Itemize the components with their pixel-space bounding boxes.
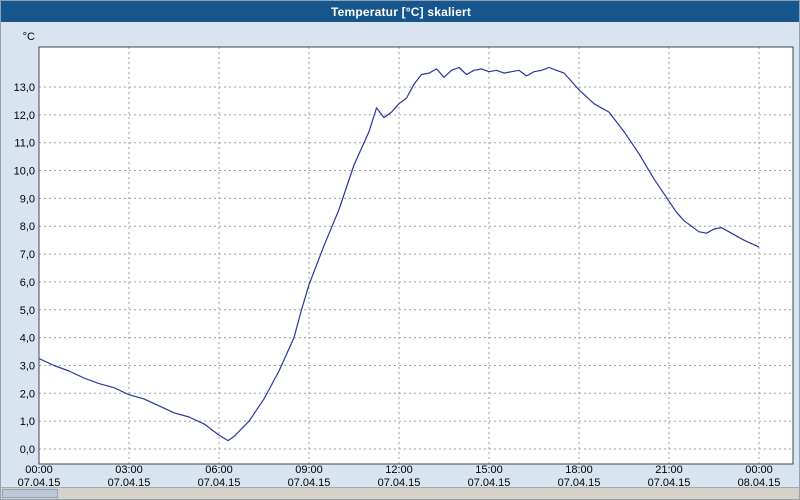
- y-tick-label: 7,0: [20, 249, 35, 261]
- y-tick-label: 12,0: [14, 110, 35, 122]
- x-tick-time-label: 03:00: [115, 464, 143, 476]
- horizontal-scrollbar[interactable]: [1, 487, 799, 499]
- y-axis-unit-label: °C: [23, 31, 35, 43]
- temperature-series-line: [38, 66, 760, 442]
- plot-background: [39, 47, 793, 464]
- x-tick-date-label: 07.04.15: [198, 477, 241, 489]
- x-tick-date-label: 07.04.15: [558, 477, 601, 489]
- y-tick-label: 1,0: [20, 416, 35, 428]
- x-tick-date-label: 07.04.15: [648, 477, 691, 489]
- x-tick-date-label: 07.04.15: [288, 477, 331, 489]
- x-tick-time-label: 00:00: [25, 464, 53, 476]
- y-tick-label: 9,0: [20, 193, 35, 205]
- x-tick-date-label: 08.04.15: [738, 477, 781, 489]
- x-tick-date-label: 07.04.15: [378, 477, 421, 489]
- scrollbar-thumb[interactable]: [2, 489, 58, 498]
- x-tick-time-label: 15:00: [475, 464, 503, 476]
- y-tick-label: 10,0: [14, 166, 35, 178]
- x-tick-time-label: 18:00: [565, 464, 593, 476]
- y-tick-label: 6,0: [20, 277, 35, 289]
- y-tick-label: 3,0: [20, 360, 35, 372]
- temperature-line-chart: °C 0,0 1,0 2,0 3,0 4,0 5,0 6,0 7,0 8,0 9,0 10,0 11,0…: [14, 31, 794, 489]
- x-tick-date-label: 07.04.15: [18, 477, 61, 489]
- x-tick-date-label: 07.04.15: [468, 477, 511, 489]
- chart-area: °C 0,0 1,0 2,0 3,0 4,0 5,0 6,0 7,0 8,0 9,0 10,0 11,0…: [1, 22, 799, 489]
- window-title: Temperatur [°C] skaliert: [330, 4, 472, 19]
- x-tick-time-label: 09:00: [295, 464, 323, 476]
- x-tick-time-label: 00:00: [745, 464, 773, 476]
- plot-border: [38, 46, 794, 465]
- y-tick-label: 5,0: [20, 305, 35, 317]
- y-tick-label: 11,0: [14, 138, 35, 150]
- y-tick-label: 8,0: [20, 221, 35, 233]
- x-tick-time-label: 12:00: [385, 464, 413, 476]
- x-tick-time-label: 06:00: [205, 464, 233, 476]
- x-tick-time-label: 21:00: [655, 464, 683, 476]
- y-tick-label: 2,0: [20, 388, 35, 400]
- y-tick-label: 0,0: [20, 444, 35, 456]
- y-tick-label: 13,0: [14, 82, 35, 94]
- title-bar: Temperatur [°C] skaliert: [1, 1, 799, 22]
- y-tick-label: 4,0: [20, 333, 35, 345]
- x-tick-date-label: 07.04.15: [108, 477, 151, 489]
